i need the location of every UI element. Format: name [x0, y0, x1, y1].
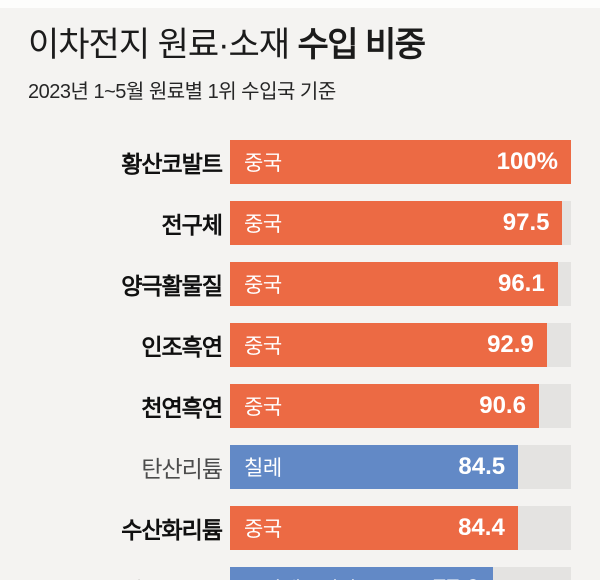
- country-label: 중국: [244, 213, 282, 237]
- country-label: 중국: [244, 274, 282, 298]
- chart-header: 이차전지 원료·소재 수입 비중 2023년 1~5월 원료별 1위 수입국 기…: [0, 8, 600, 104]
- chart-subtitle: 2023년 1~5월 원료별 1위 수입국 기준: [28, 81, 336, 104]
- bar-track: 중국 90.6: [230, 384, 571, 429]
- bar-chart: 황산코발트 중국 100% 전구체 중국 97.5 양극활물질 중국 96.1 인조흑연 중국 92.…: [0, 140, 600, 580]
- material-label: 수산화리튬: [121, 517, 223, 544]
- bar-segment: 중국 90.6: [230, 384, 539, 429]
- material-label: 탄산리튬: [141, 456, 223, 483]
- chart-title-bold: 수입 비중: [297, 26, 426, 64]
- value-label: 77.0: [433, 575, 480, 580]
- bar-segment: 뉴칼레도니아 77.0: [230, 567, 493, 580]
- bar-track: 칠레 84.5: [230, 445, 571, 490]
- country-label: 중국: [244, 518, 282, 542]
- bar-track: 중국 97.5: [230, 201, 571, 246]
- bar-track: 중국 84.4: [230, 506, 571, 551]
- chart-row: 니켈중간제품 뉴칼레도니아 77.0: [0, 567, 600, 580]
- top-strip: [0, 0, 600, 8]
- chart-row: 양극활물질 중국 96.1: [0, 262, 600, 307]
- bar-segment: 중국 84.4: [230, 506, 518, 551]
- bar-track: 중국 100%: [230, 140, 571, 185]
- country-label: 칠레: [244, 457, 282, 481]
- chart-row: 황산코발트 중국 100%: [0, 140, 600, 185]
- material-label: 전구체: [161, 212, 223, 239]
- bar-segment: 칠레 84.5: [230, 445, 519, 490]
- bar-segment: 중국 92.9: [230, 323, 547, 368]
- value-label: 96.1: [497, 270, 545, 298]
- material-label: 황산코발트: [121, 151, 223, 178]
- bar-segment: 중국 100%: [230, 140, 571, 185]
- bar-track: 중국 92.9: [230, 323, 571, 368]
- material-label: 니켈중간제품: [0, 572, 230, 580]
- bar-segment: 중국 97.5: [230, 201, 563, 246]
- value-label: 90.6: [479, 392, 526, 420]
- country-label: 중국: [244, 396, 282, 420]
- chart-title-light: 이차전지 원료·소재: [28, 26, 290, 64]
- value-label: 97.5: [502, 209, 550, 237]
- bar-track: 뉴칼레도니아 77.0: [230, 567, 571, 580]
- bar-track: 중국 96.1: [230, 262, 571, 307]
- chart-row: 수산화리튬 중국 84.4: [0, 506, 600, 551]
- value-label: 92.9: [487, 331, 534, 359]
- value-label: 84.4: [458, 514, 505, 542]
- chart-title: 이차전지 원료·소재 수입 비중: [28, 26, 570, 64]
- country-label: 중국: [244, 152, 282, 176]
- chart-row: 천연흑연 중국 90.6: [0, 384, 600, 429]
- country-label: 중국: [244, 335, 282, 359]
- chart-row: 전구체 중국 97.5: [0, 201, 600, 246]
- material-label: 양극활물질: [121, 273, 223, 300]
- value-label: 100%: [496, 148, 558, 176]
- bar-segment: 중국 96.1: [230, 262, 558, 307]
- material-label: 인조흑연: [141, 334, 223, 361]
- chart-row: 탄산리튬 칠레 84.5: [0, 445, 600, 490]
- material-label: 천연흑연: [141, 395, 223, 422]
- country-label: 뉴칼레도니아: [244, 574, 357, 580]
- value-label: 84.5: [458, 453, 506, 481]
- chart-row: 인조흑연 중국 92.9: [0, 323, 600, 368]
